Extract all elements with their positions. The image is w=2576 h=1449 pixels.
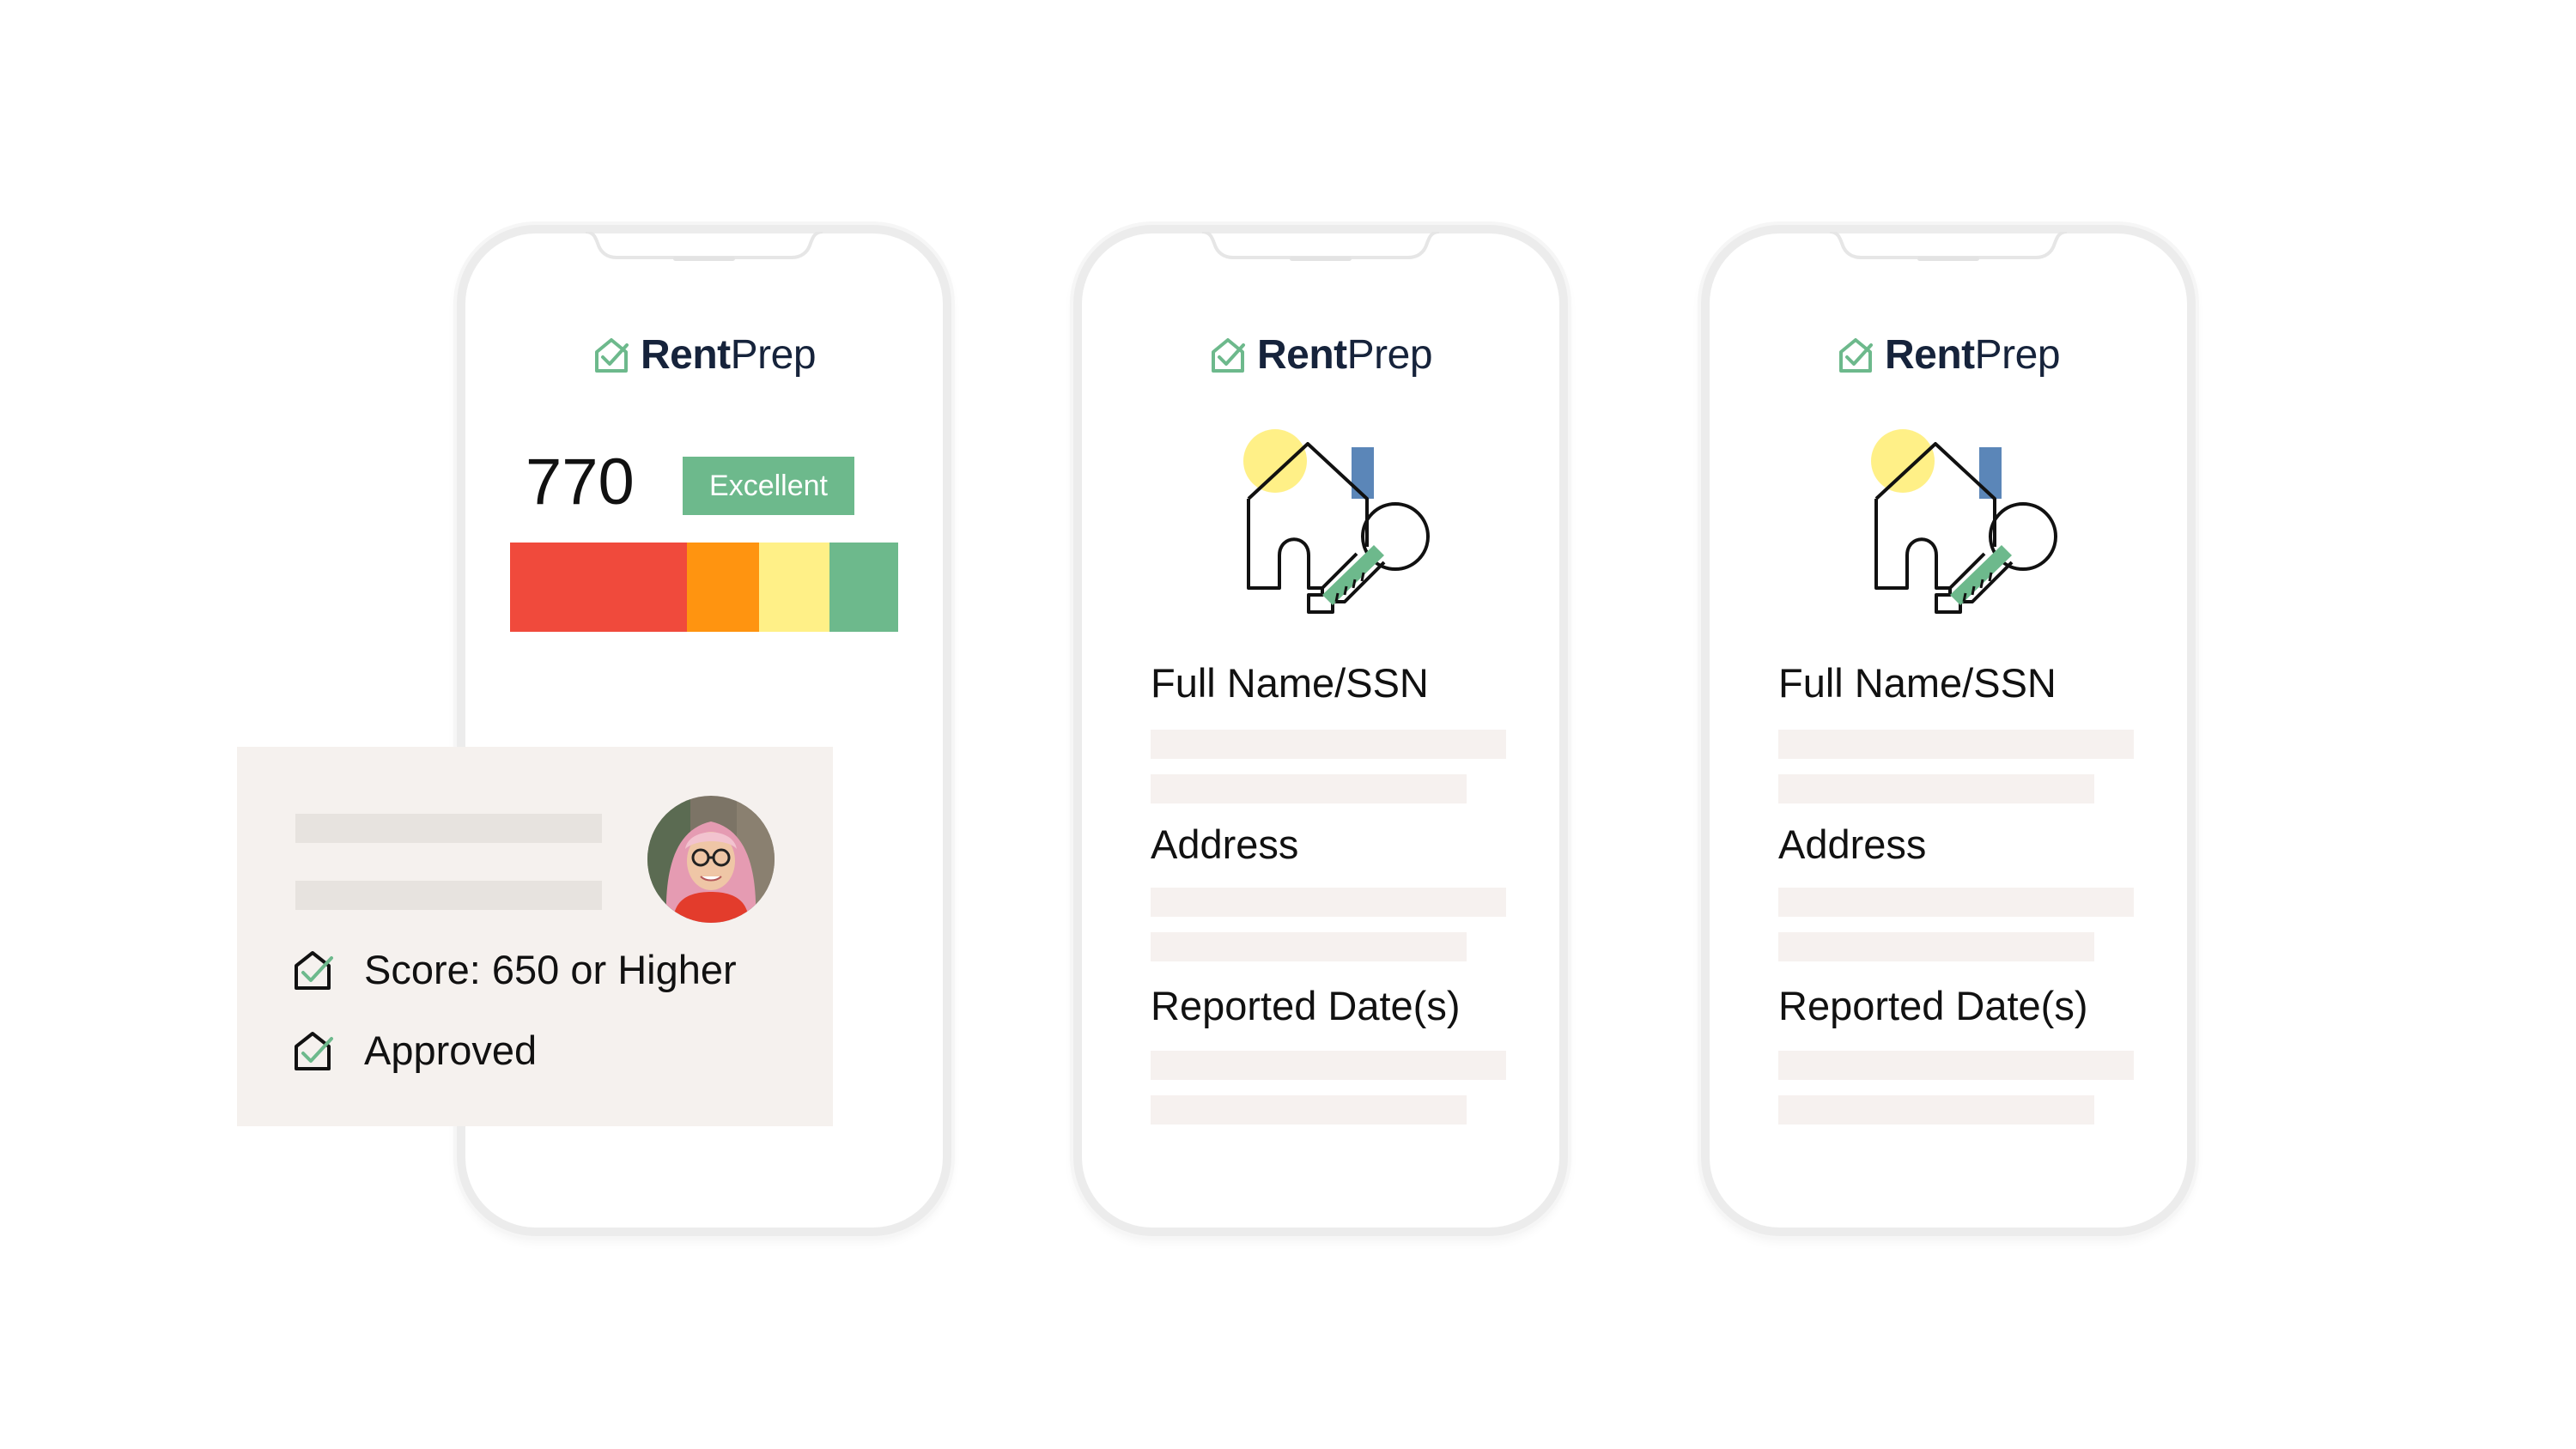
field-label-full-name-ssn: Full Name/SSN [1778,660,2057,706]
placeholder-bar [1778,932,2094,961]
placeholder-bar [1778,1095,2094,1125]
placeholder-bar [1151,730,1506,759]
placeholder-bar [1151,1095,1467,1125]
score-scale-bar [510,543,898,632]
placeholder-bar [1778,1051,2134,1080]
placeholder-bar [295,881,602,910]
scale-segment-fair [687,543,759,632]
applicant-card: Score: 650 or Higher Approved [237,747,833,1126]
house-check-icon [1211,338,1245,373]
rentprep-logo: RentPrep [465,335,943,376]
house-check-icon [295,950,333,990]
logo-text-rent: Rent [640,332,731,378]
house-key-illustration-icon [1871,429,2057,614]
field-label-address: Address [1778,822,1927,867]
credit-score-value: 770 [526,446,635,518]
rentprep-logo: RentPrep [1082,335,1559,376]
phone-notch [585,232,823,261]
logo-text-rent: Rent [1256,332,1347,378]
field-label-address: Address [1151,822,1299,867]
field-label-reported-dates: Reported Date(s) [1778,983,2088,1028]
check-item-label: Approved [364,1028,538,1073]
house-check-icon [594,338,629,373]
phone-notch [1829,232,2068,261]
placeholder-bar [1151,888,1506,917]
check-item-approved: Approved [292,1027,537,1074]
scale-segment-good [759,543,829,632]
field-label-full-name-ssn: Full Name/SSN [1151,660,1429,706]
placeholder-bar [1151,932,1467,961]
placeholder-bar [1778,730,2134,759]
score-rating-badge: Excellent [683,457,854,515]
placeholder-bar [1778,774,2094,803]
field-label-reported-dates: Reported Date(s) [1151,983,1461,1028]
phone-report-1: RentPrep Full Name/SSN Address Reported … [1073,225,1568,1236]
check-item-score: Score: 650 or Higher [292,946,737,993]
phone-report-2: RentPrep Full Name/SSN Address Reported … [1701,225,2196,1236]
house-check-icon [1838,338,1873,373]
phone-notch [1201,232,1440,261]
rentprep-logo: RentPrep [1710,335,2187,376]
house-key-illustration-icon [1243,429,1430,614]
scale-segment-poor [510,543,687,632]
logo-text-rent: Rent [1884,332,1975,378]
placeholder-bar [1778,888,2134,917]
applicant-photo [647,796,775,923]
logo-text-prep: Prep [1974,332,2061,378]
house-check-icon [295,1031,333,1070]
placeholder-bar [1151,1051,1506,1080]
placeholder-bar [295,814,602,843]
logo-text-prep: Prep [730,332,817,378]
placeholder-bar [1151,774,1467,803]
avatar [647,796,775,923]
logo-text-prep: Prep [1346,332,1433,378]
check-item-label: Score: 650 or Higher [364,947,737,992]
scale-segment-excellent [829,543,898,632]
